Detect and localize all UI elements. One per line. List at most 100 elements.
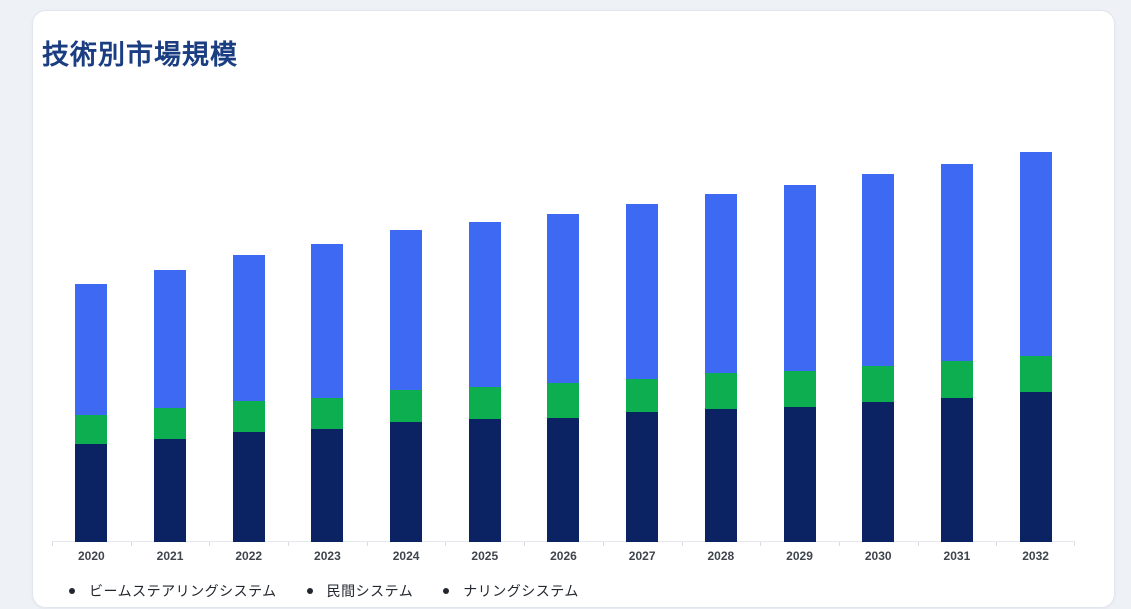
bar-column-2031: 2031: [918, 111, 997, 563]
bar-segment: [311, 398, 344, 429]
bar-segment: [547, 214, 580, 383]
bar-segment: [468, 387, 501, 419]
axis-tick: [130, 542, 132, 546]
bar-segment: [232, 432, 265, 542]
bar-segment: [311, 244, 344, 398]
bar-column-2026: 2026: [524, 111, 603, 563]
legend-item-0[interactable]: ビームステアリングシステム: [69, 581, 277, 601]
bar-column-2023: 2023: [288, 111, 367, 563]
bar-segment: [704, 194, 737, 373]
x-axis-label: 2030: [864, 549, 892, 563]
legend-bullet-icon: [306, 588, 313, 594]
x-axis-label: 2028: [707, 549, 735, 563]
bar-segment: [232, 255, 265, 401]
stacked-bar-2022: [232, 255, 265, 542]
bar-column-2030: 2030: [839, 111, 918, 563]
x-axis-label: 2022: [235, 549, 263, 563]
bar-segment: [468, 222, 501, 387]
bar-segment: [940, 361, 973, 398]
bar-segment: [783, 185, 816, 371]
bar-column-2024: 2024: [367, 111, 446, 563]
plot-area: 2020 2021 2022 2023 2024 2025 2026 2027 2028 2029…: [52, 111, 1075, 563]
bar-column-2025: 2025: [445, 111, 524, 563]
bar-segment: [1019, 356, 1052, 392]
stacked-bar-2020: [75, 284, 108, 542]
bar-segment: [783, 407, 816, 542]
bar-segment: [311, 429, 344, 542]
axis-tick: [996, 542, 998, 546]
bar-segment: [75, 415, 108, 444]
x-axis-label: 2031: [943, 549, 971, 563]
stacked-bar-2021: [154, 270, 187, 542]
axis-tick: [602, 542, 604, 546]
stacked-bar-2024: [390, 230, 423, 542]
legend-label: ナリングシステム: [463, 583, 579, 599]
bar-segment: [154, 270, 187, 408]
bar-column-2027: 2027: [603, 111, 682, 563]
stacked-bar-2025: [468, 222, 501, 542]
stacked-bar-2029: [783, 185, 816, 542]
bar-segment: [626, 412, 659, 542]
chart-legend: ビームステアリングシステム 民間システム ナリングシステム: [69, 581, 579, 601]
bar-segment: [75, 284, 108, 415]
x-axis-label: 2029: [786, 549, 813, 563]
axis-tick: [681, 542, 683, 546]
axis-tick: [366, 542, 368, 546]
bar-segment: [390, 390, 423, 422]
bar-segment: [704, 373, 737, 409]
bar-segment: [1019, 392, 1052, 542]
bar-column-2022: 2022: [209, 111, 288, 563]
bar-segment: [390, 422, 423, 542]
axis-tick: [917, 542, 919, 546]
bar-segment: [1019, 152, 1052, 356]
bar-segment: [468, 419, 501, 542]
axis-tick: [288, 542, 290, 546]
legend-item-1[interactable]: 民間システム: [306, 581, 414, 601]
axis-tick: [52, 542, 53, 546]
bar-segment: [704, 409, 737, 542]
axis-tick: [838, 542, 840, 546]
bar-segment: [390, 230, 423, 390]
stacked-bar-2027: [626, 204, 659, 542]
stacked-bar-2026: [547, 214, 580, 542]
x-axis-label: 2025: [471, 549, 499, 563]
bar-segment: [154, 408, 187, 439]
chart-card: 技術別市場規模 2020 2021 2022 2023 2024 2025 2026 2027…: [32, 10, 1115, 608]
axis-tick: [209, 542, 211, 546]
x-axis-label: 2024: [392, 549, 420, 563]
legend-item-2[interactable]: ナリングシステム: [443, 581, 579, 601]
bar-segment: [862, 366, 895, 402]
bar-column-2029: 2029: [760, 111, 839, 563]
stacked-bar-2030: [862, 174, 895, 542]
axis-tick: [760, 542, 762, 546]
bar-column-2021: 2021: [131, 111, 210, 563]
bar-segment: [154, 439, 187, 542]
stacked-bar-2028: [704, 194, 737, 542]
bar-segment: [783, 371, 816, 407]
x-axis-label: 2026: [550, 549, 577, 563]
bar-column-2032: 2032: [996, 111, 1075, 563]
bar-segment: [547, 418, 580, 542]
x-axis-label: 2032: [1022, 549, 1049, 563]
axis-tick: [524, 542, 526, 546]
legend-label: ビームステアリングシステム: [89, 583, 277, 599]
stacked-bar-2032: [1019, 152, 1052, 542]
axis-tick: [445, 542, 447, 546]
bar-column-2020: 2020: [52, 111, 131, 563]
x-axis-label: 2021: [156, 549, 184, 563]
chart-title: 技術別市場規模: [42, 40, 238, 70]
x-axis-label: 2027: [628, 549, 656, 563]
bar-segment: [547, 383, 580, 418]
stacked-bar-2023: [311, 244, 344, 542]
bar-segment: [862, 174, 895, 366]
bar-segment: [940, 398, 973, 542]
x-axis-label: 2023: [314, 549, 341, 563]
axis-tick: [1074, 542, 1075, 546]
legend-bullet-icon: [69, 588, 75, 594]
legend-label: 民間システム: [326, 583, 414, 599]
stacked-bar-2031: [940, 164, 973, 542]
bar-segment: [862, 402, 895, 542]
bar-column-2028: 2028: [682, 111, 761, 563]
bar-segment: [232, 401, 265, 432]
bar-segment: [626, 204, 659, 379]
